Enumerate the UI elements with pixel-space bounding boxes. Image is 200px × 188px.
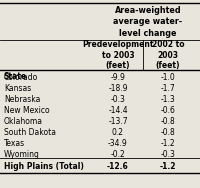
Text: -1.7: -1.7 <box>160 84 175 93</box>
Text: Wyoming: Wyoming <box>4 150 40 159</box>
Text: -18.9: -18.9 <box>108 84 127 93</box>
Text: -9.9: -9.9 <box>110 73 125 82</box>
Text: Oklahoma: Oklahoma <box>4 117 43 126</box>
Text: -34.9: -34.9 <box>108 139 127 148</box>
Text: -0.3: -0.3 <box>160 150 175 159</box>
Text: -12.6: -12.6 <box>107 162 128 171</box>
Text: Kansas: Kansas <box>4 84 31 93</box>
Text: Colorado: Colorado <box>4 73 38 82</box>
Text: -1.2: -1.2 <box>159 162 175 171</box>
Text: -1.0: -1.0 <box>160 73 175 82</box>
Text: Predevelopment
to 2003
(feet): Predevelopment to 2003 (feet) <box>82 40 153 70</box>
Text: -13.7: -13.7 <box>108 117 127 126</box>
Text: -0.8: -0.8 <box>160 117 175 126</box>
Text: Area-weighted
average water-
level change: Area-weighted average water- level chang… <box>113 6 182 38</box>
Text: Texas: Texas <box>4 139 25 148</box>
Text: -0.8: -0.8 <box>160 128 175 137</box>
Text: Nebraska: Nebraska <box>4 95 40 104</box>
Text: -0.2: -0.2 <box>110 150 125 159</box>
Text: -1.2: -1.2 <box>160 139 174 148</box>
Text: -14.4: -14.4 <box>108 106 127 115</box>
Text: -0.6: -0.6 <box>160 106 175 115</box>
Text: 2002 to
2003
(feet): 2002 to 2003 (feet) <box>151 40 183 70</box>
Text: 0.2: 0.2 <box>111 128 123 137</box>
Text: -1.3: -1.3 <box>160 95 175 104</box>
Text: State: State <box>4 72 27 80</box>
Text: South Dakota: South Dakota <box>4 128 56 137</box>
Text: New Mexico: New Mexico <box>4 106 49 115</box>
Text: -0.3: -0.3 <box>110 95 125 104</box>
Text: High Plains (Total): High Plains (Total) <box>4 162 83 171</box>
